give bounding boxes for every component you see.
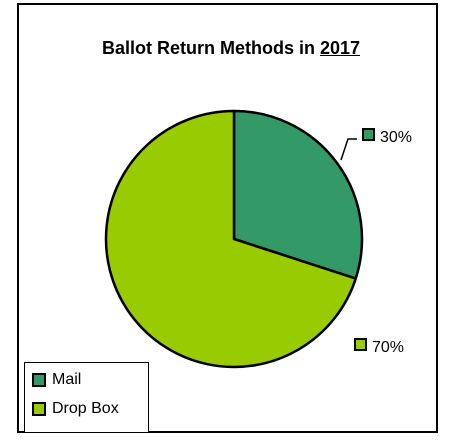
data-label-mail: 30% bbox=[380, 129, 412, 146]
legend-swatch-drop-box bbox=[32, 402, 46, 416]
pie-slice-mail bbox=[232, 109, 364, 280]
legend-item-mail: Mail bbox=[32, 371, 81, 389]
legend-swatch-mail bbox=[32, 373, 46, 387]
chart-title-text: Ballot Return Methods in bbox=[101, 38, 320, 58]
legend: Mail Drop Box bbox=[24, 362, 149, 433]
legend-item-drop-box: Drop Box bbox=[32, 400, 119, 418]
leader-line-mail bbox=[340, 138, 357, 161]
pie-slice-drop-box bbox=[104, 109, 357, 369]
data-label-swatch-mail bbox=[362, 128, 375, 141]
data-label-swatch-drop-box bbox=[354, 338, 367, 351]
legend-label-drop-box: Drop Box bbox=[52, 400, 119, 417]
chart-title-year: 2017 bbox=[319, 38, 361, 58]
chart-title: Ballot Return Methods in 2017 bbox=[0, 38, 462, 59]
data-label-drop-box: 70% bbox=[372, 339, 404, 356]
legend-label-mail: Mail bbox=[52, 371, 82, 388]
